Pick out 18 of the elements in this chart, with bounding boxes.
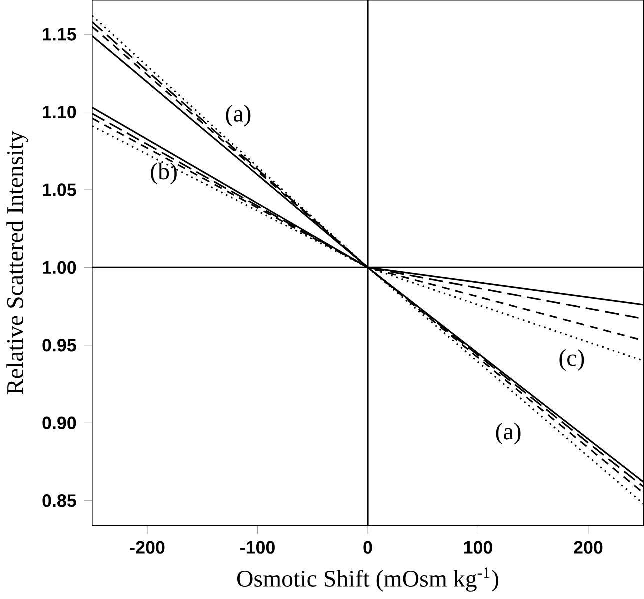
y-tick-label: 1.15 [43,28,76,42]
y-tick-label: 1.05 [43,184,76,197]
x-axis-title: Osmotic Shift (mOsm kg$^{-1}$) [237,568,498,592]
x-tick-label: 100 [464,541,492,554]
annotation: (b) [151,163,177,185]
annotation: (c) [560,350,584,372]
annotation: (a) [226,105,251,128]
x-tick-label: 200 [574,541,603,554]
y-tick-label: 1.10 [43,106,76,119]
x-tick-label: -200 [130,541,165,554]
y-tick-label: 0.95 [42,339,76,352]
annotation: (a) [496,423,521,445]
y-tick-label: 0.85 [42,494,76,508]
y-axis-title: Relative Scattered Intensity [6,131,28,395]
x-tick-label: -100 [240,541,275,554]
y-tick-label: 1.00 [43,262,76,274]
y-tick-label: 0.90 [42,417,76,430]
x-tick-label: 0 [364,541,372,554]
